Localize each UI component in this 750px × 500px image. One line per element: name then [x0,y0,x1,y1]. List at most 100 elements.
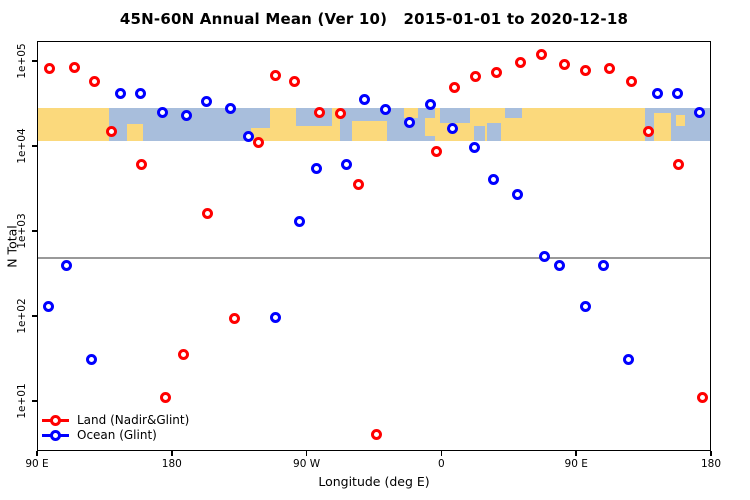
data-point-ocean [340,158,352,170]
data-point-ocean [310,162,322,174]
data-point-land [491,66,503,78]
y-axis-tick [31,145,37,147]
data-point-land [159,392,171,404]
data-point-ocean [598,260,610,272]
data-point-land [431,145,443,157]
data-point-land [673,158,685,170]
map-band-ocean-segment [505,108,523,118]
y-tick-label: 1e+01 [16,383,28,419]
data-point-ocean [671,88,683,100]
data-point-land [536,48,548,60]
legend-label-land: Land (Nadir&Glint) [77,413,190,427]
data-point-ocean [539,250,551,262]
x-axis-tick [36,451,38,456]
data-point-land [229,312,241,324]
data-point-land [289,75,301,87]
data-point-land [178,349,190,361]
y-axis-tick [31,400,37,403]
map-band-ocean-segment [487,122,501,141]
data-point-land [448,81,460,93]
x-axis-title: Longitude (deg E) [318,474,430,489]
data-point-ocean [134,88,146,100]
data-point-ocean [511,188,523,200]
ocean-series-marker-icon [42,430,69,441]
data-point-ocean [403,116,415,128]
map-band-land-patch [126,124,144,141]
data-point-ocean [554,260,566,272]
data-point-land [105,125,117,137]
land-series-marker-icon [42,415,69,426]
y-tick-label: 1e+04 [16,128,28,164]
data-point-ocean [242,130,254,142]
data-point-ocean [86,353,98,365]
data-point-land [269,69,281,81]
data-point-land [135,158,147,170]
data-point-land [696,392,708,404]
data-point-ocean [156,106,168,118]
map-band-land-patch [653,112,671,141]
x-tick-label: 180 [700,458,722,470]
data-point-land [352,179,364,191]
data-point-ocean [379,103,391,115]
reference-line [37,257,711,260]
x-axis-tick [305,451,308,456]
data-point-land [371,428,383,440]
y-tick-label: 1e+02 [16,298,28,334]
data-point-ocean [488,173,500,185]
x-tick-label: 90 W [293,458,321,470]
x-tick-label: 90 E [564,458,588,470]
data-point-land [643,125,655,137]
x-tick-label: 0 [438,458,445,470]
data-point-land [68,61,80,73]
data-point-ocean [580,300,592,312]
legend: Land (Nadir&Glint) Ocean (Glint) [42,413,189,443]
data-point-ocean [43,300,55,312]
data-point-ocean [468,142,480,154]
data-point-land [514,56,526,68]
data-point-land [470,71,482,83]
data-point-land [559,59,571,71]
x-tick-label: 90 E [25,458,49,470]
data-point-land [580,64,592,76]
x-tick-label: 180 [161,458,182,470]
data-point-land [626,76,638,88]
data-point-ocean [294,215,306,227]
map-band [37,108,711,141]
data-point-land [44,63,56,75]
map-band-land-patch [675,114,686,127]
x-axis-tick [440,451,443,456]
y-axis-tick [31,315,37,317]
data-point-ocean [651,88,663,100]
data-point-land [313,106,325,118]
data-point-ocean [114,88,126,100]
data-point-ocean [201,96,213,108]
legend-item-land: Land (Nadir&Glint) [42,413,189,428]
y-tick-label: 1e+05 [16,43,28,79]
y-axis-title: N Total [4,225,20,268]
y-axis-tick [31,60,37,62]
data-point-ocean [180,109,192,121]
data-point-ocean [424,98,436,110]
data-point-ocean [693,106,705,118]
chart-title: 45N-60N Annual Mean (Ver 10) 2015-01-01 … [119,10,629,28]
map-band-ocean-segment [440,108,470,123]
x-axis-tick [171,451,173,456]
map-band-ocean-segment [473,126,485,141]
data-point-ocean [358,94,370,106]
data-point-ocean [623,353,635,365]
plot-area [37,41,711,451]
legend-label-ocean: Ocean (Glint) [77,428,157,442]
y-axis-tick [31,230,37,232]
data-point-land [603,63,615,75]
data-point-land [334,108,346,120]
data-point-land [253,137,265,149]
map-band-land-patch [404,108,418,118]
legend-item-ocean: Ocean (Glint) [42,428,189,443]
map-band-land-patch [352,121,388,141]
data-point-ocean [61,260,73,272]
data-point-ocean [270,311,282,323]
map-band-land-patch [424,117,438,136]
x-axis-tick [710,451,712,456]
data-point-ocean [447,123,459,135]
